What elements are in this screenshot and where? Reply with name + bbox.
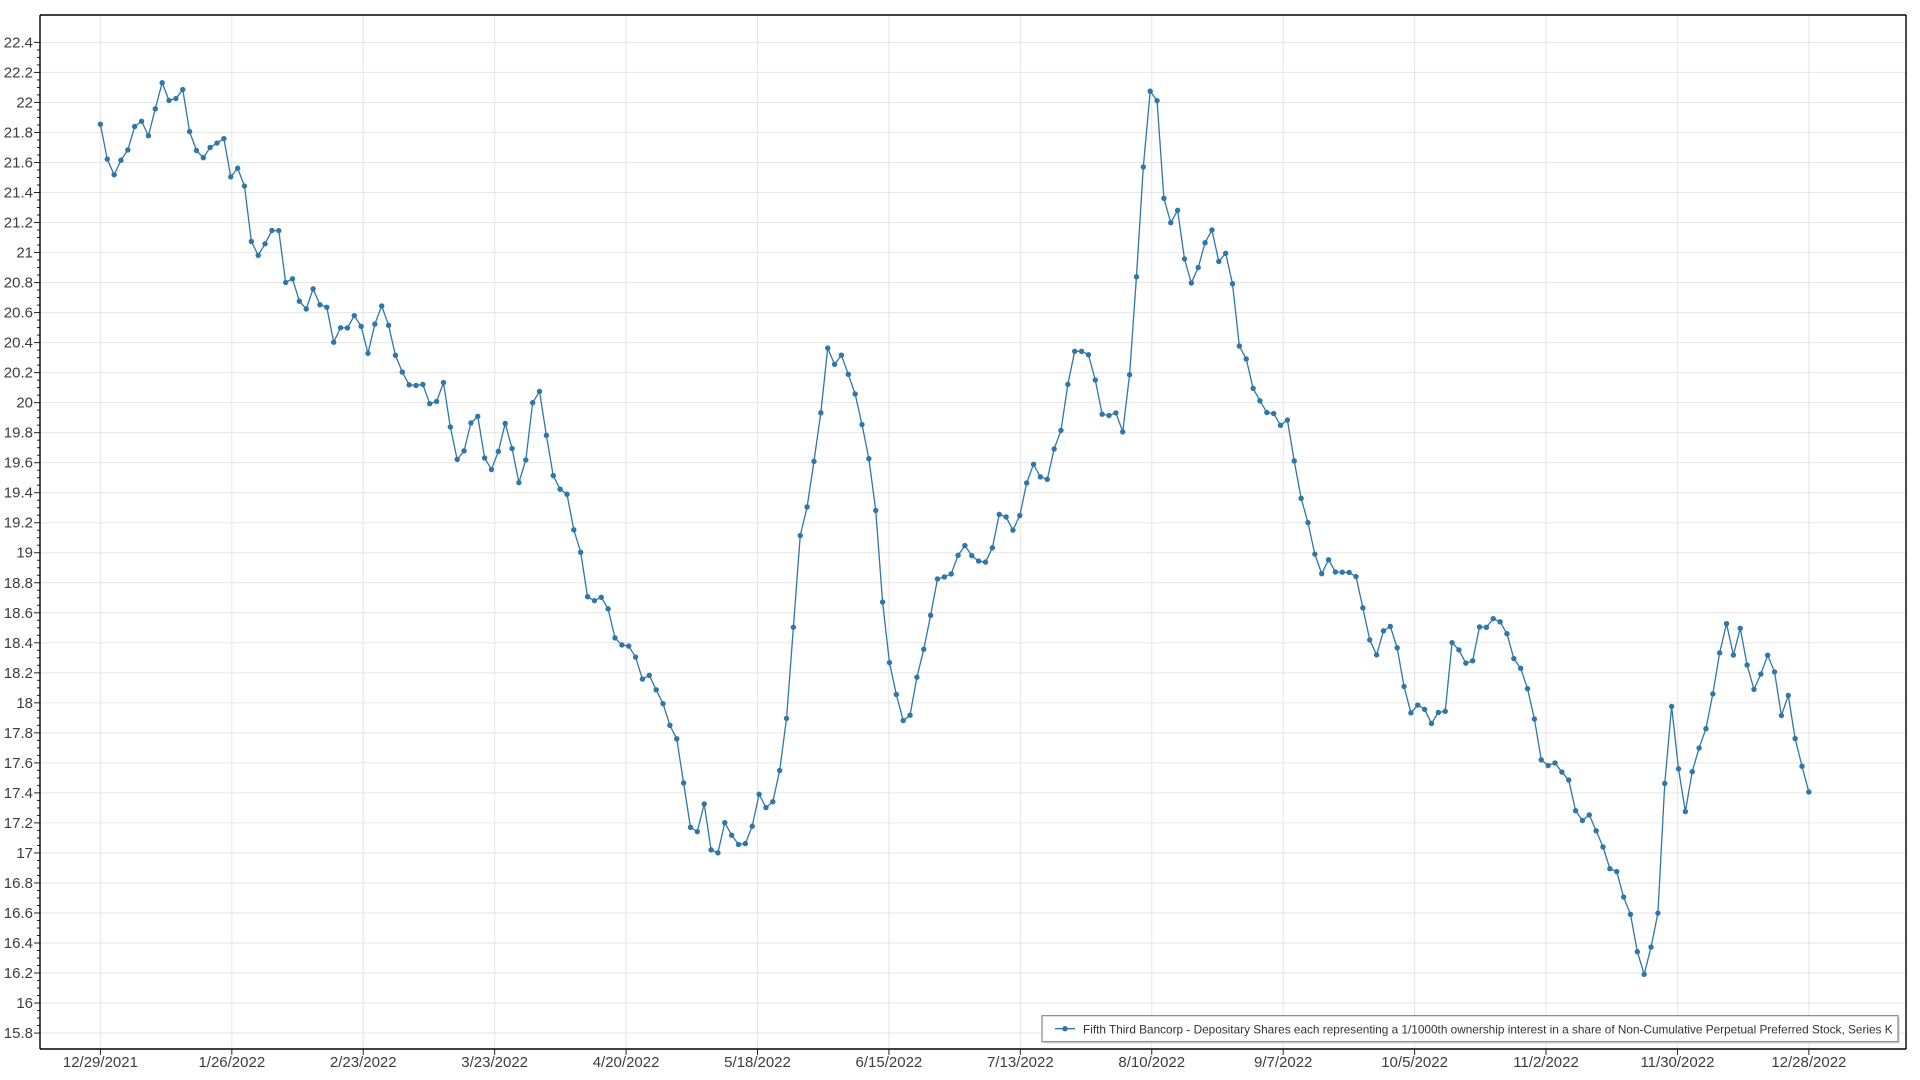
svg-text:16: 16 [16,995,33,1012]
svg-text:20.6: 20.6 [4,305,33,322]
svg-text:18.6: 18.6 [4,605,33,622]
svg-text:16.6: 16.6 [4,905,33,922]
svg-text:18.8: 18.8 [4,575,33,592]
svg-text:2/23/2022: 2/23/2022 [330,1054,397,1071]
svg-text:20.4: 20.4 [4,335,33,352]
svg-text:10/5/2022: 10/5/2022 [1381,1054,1448,1071]
svg-text:5/18/2022: 5/18/2022 [724,1054,791,1071]
svg-text:21.2: 21.2 [4,215,33,232]
svg-text:8/10/2022: 8/10/2022 [1118,1054,1185,1071]
svg-text:18.2: 18.2 [4,665,33,682]
svg-text:17.2: 17.2 [4,815,33,832]
svg-text:1/26/2022: 1/26/2022 [198,1054,265,1071]
svg-text:19.8: 19.8 [4,425,33,442]
svg-text:12/28/2022: 12/28/2022 [1771,1054,1846,1071]
svg-text:20.2: 20.2 [4,365,33,382]
svg-text:18: 18 [16,695,33,712]
svg-text:20: 20 [16,395,33,412]
svg-text:12/29/2021: 12/29/2021 [63,1054,138,1071]
svg-text:11/2/2022: 11/2/2022 [1513,1054,1579,1071]
svg-text:6/15/2022: 6/15/2022 [856,1054,923,1071]
svg-text:16.2: 16.2 [4,965,33,982]
svg-text:21.6: 21.6 [4,154,33,171]
svg-text:17: 17 [16,845,33,862]
svg-text:21.8: 21.8 [4,124,33,141]
svg-text:17.6: 17.6 [4,755,33,772]
svg-text:9/7/2022: 9/7/2022 [1254,1054,1312,1071]
svg-text:21: 21 [16,245,33,262]
svg-text:20.8: 20.8 [4,275,33,292]
svg-text:15.8: 15.8 [4,1025,33,1042]
svg-text:16.4: 16.4 [4,935,33,952]
svg-text:17.8: 17.8 [4,725,33,742]
svg-text:22: 22 [16,94,33,111]
svg-text:Fifth Third Bancorp - Deposita: Fifth Third Bancorp - Depositary Shares … [1083,1023,1893,1037]
svg-text:11/30/2022: 11/30/2022 [1640,1054,1714,1071]
svg-text:21.4: 21.4 [4,185,33,202]
svg-text:19.4: 19.4 [4,485,33,502]
svg-text:7/13/2022: 7/13/2022 [987,1054,1054,1071]
svg-text:4/20/2022: 4/20/2022 [593,1054,660,1071]
svg-text:18.4: 18.4 [4,635,33,652]
svg-text:3/23/2022: 3/23/2022 [461,1054,528,1071]
svg-text:19.6: 19.6 [4,455,33,472]
svg-text:19.2: 19.2 [4,515,33,532]
svg-text:22.2: 22.2 [4,64,33,81]
svg-text:16.8: 16.8 [4,875,33,892]
svg-text:17.4: 17.4 [4,785,33,802]
svg-text:22.4: 22.4 [4,34,33,51]
svg-text:19: 19 [16,545,33,562]
